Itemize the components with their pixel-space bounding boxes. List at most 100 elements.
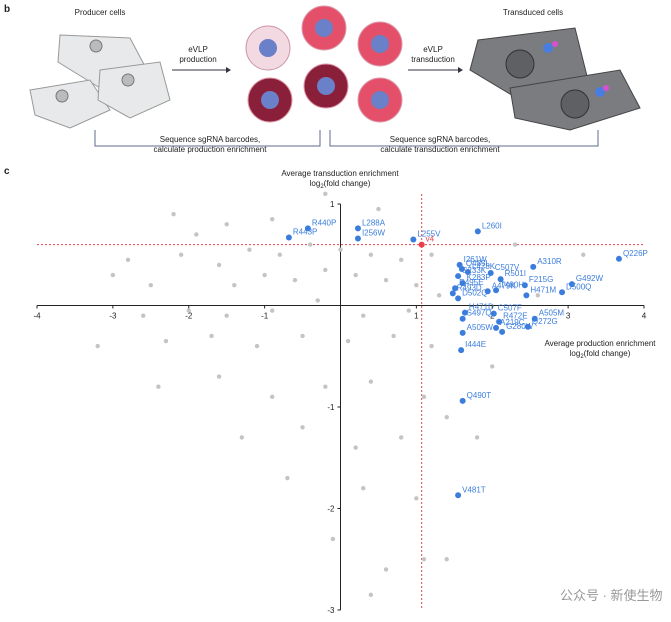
point — [559, 289, 566, 296]
point — [247, 247, 252, 252]
point — [148, 283, 154, 288]
point — [270, 308, 275, 313]
watermark: 公众号 · 新使生物 — [560, 588, 663, 603]
point — [414, 283, 419, 288]
point-label: v4 — [426, 235, 435, 244]
transduced-label: Transduced cells — [503, 8, 563, 17]
y-tick-label: -2 — [327, 505, 335, 514]
point — [444, 414, 449, 420]
point — [452, 285, 459, 292]
bracket — [94, 130, 321, 147]
nucleus — [560, 89, 590, 119]
cell — [97, 61, 171, 119]
point — [436, 293, 442, 298]
point — [459, 397, 466, 404]
y-tick-label: 1 — [330, 200, 335, 209]
point — [523, 292, 530, 299]
point — [421, 394, 427, 400]
point — [353, 445, 358, 450]
point — [239, 435, 245, 440]
x-axis-title: Average production enrichment — [544, 339, 656, 348]
point-label: R440P — [312, 218, 336, 227]
point-label: K283P — [467, 273, 491, 282]
bracket — [329, 130, 599, 147]
point — [391, 333, 396, 339]
point — [418, 241, 425, 248]
panel-label: c — [4, 166, 10, 177]
point — [95, 343, 100, 349]
point — [444, 557, 449, 562]
point — [497, 276, 504, 283]
point — [459, 315, 466, 322]
point — [496, 318, 503, 325]
point — [535, 293, 540, 298]
point-label: G492W — [576, 274, 604, 283]
guide — [603, 85, 609, 91]
x-tick-label: 4 — [642, 312, 647, 321]
point-label: F215G — [529, 275, 553, 284]
point — [368, 379, 374, 384]
point-label: A219C — [500, 318, 525, 327]
point-label: S233K — [462, 266, 487, 275]
point — [521, 282, 528, 289]
x-tick-label: -2 — [185, 312, 193, 321]
point — [399, 435, 404, 440]
cargo — [371, 35, 389, 53]
point — [125, 257, 131, 263]
particles — [245, 5, 403, 123]
point — [490, 364, 495, 369]
point-label: A479K — [492, 281, 517, 290]
point — [330, 536, 336, 542]
point — [455, 492, 462, 499]
point — [487, 270, 494, 277]
point — [376, 206, 381, 212]
point-label: V481T — [462, 485, 486, 494]
point-label: D502Q — [462, 288, 487, 297]
y-axis-title: Average transduction enrichment — [281, 169, 399, 178]
x-tick-label: -4 — [33, 312, 41, 321]
point — [254, 343, 260, 349]
point-label: C507V — [495, 263, 520, 272]
point-label: R472E — [503, 312, 527, 321]
cargo — [259, 39, 277, 57]
panel-b-diagram: b Producer cells eVLP production eVLP tr… — [4, 4, 641, 154]
point — [499, 328, 506, 335]
point-label: Q485L — [466, 259, 491, 268]
producer-label: Producer cells — [75, 8, 126, 17]
point — [292, 277, 298, 283]
point-label: R493D — [457, 283, 482, 292]
x-tick-label: 1 — [414, 312, 419, 321]
point — [285, 475, 290, 481]
point — [270, 217, 275, 222]
protein — [543, 43, 553, 53]
y-tick-label: -1 — [327, 403, 335, 412]
y-axis-unit: log2(fold change) — [310, 179, 371, 190]
bracket-label: Sequence sgRNA barcodes, — [390, 135, 491, 144]
point — [530, 263, 537, 270]
point — [410, 236, 417, 243]
x-tick-label: -3 — [109, 312, 117, 321]
point — [406, 308, 411, 313]
point — [368, 252, 374, 257]
point — [615, 255, 622, 262]
point-label: R501I — [505, 269, 526, 278]
bracket-label: calculate production enrichment — [154, 145, 268, 154]
point — [361, 486, 366, 491]
point-label: I261W — [464, 255, 488, 264]
point — [429, 252, 434, 257]
point — [461, 309, 468, 316]
bracket-label: Sequence sgRNA barcodes, — [160, 135, 261, 144]
point — [524, 323, 531, 330]
point-label: Q272G — [532, 317, 558, 326]
point — [354, 235, 361, 242]
point — [354, 225, 361, 232]
point — [484, 288, 491, 295]
point-label: T480H — [500, 280, 524, 289]
point — [458, 347, 465, 354]
point — [323, 191, 328, 197]
point — [455, 295, 462, 302]
guide — [552, 41, 558, 47]
arrow-label: transduction — [411, 55, 455, 64]
point — [368, 592, 374, 597]
